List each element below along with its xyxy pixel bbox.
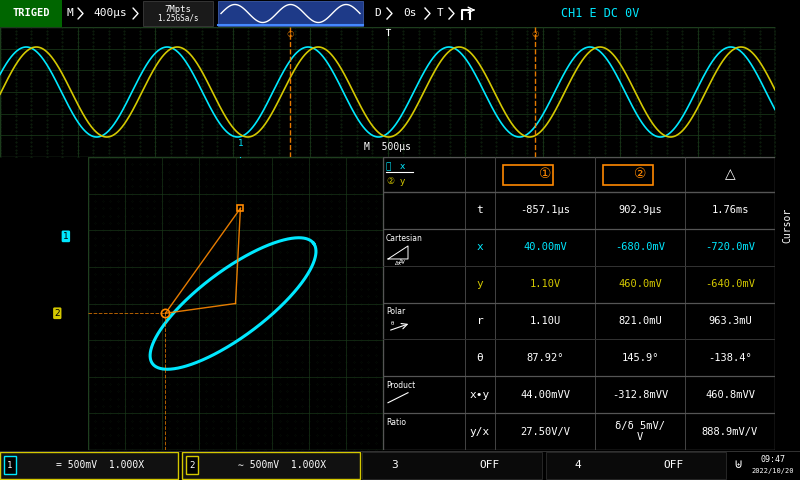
Text: 1: 1 xyxy=(63,232,69,241)
Text: θ: θ xyxy=(477,353,483,363)
Text: 1.10V: 1.10V xyxy=(530,279,561,289)
Text: -720.0mV: -720.0mV xyxy=(705,242,755,252)
Bar xyxy=(182,452,360,479)
Text: CH1 E DC 0V: CH1 E DC 0V xyxy=(561,7,639,20)
Text: x: x xyxy=(400,162,406,171)
Text: Δy: Δy xyxy=(399,259,406,264)
Text: 27.50V/V: 27.50V/V xyxy=(520,427,570,437)
Text: -680.0mV: -680.0mV xyxy=(615,242,665,252)
Text: △: △ xyxy=(725,168,735,181)
Text: r: r xyxy=(477,316,483,326)
Bar xyxy=(0,452,178,479)
Text: 2: 2 xyxy=(190,460,194,469)
Text: Polar: Polar xyxy=(386,307,406,316)
Text: 1.25GSa/s: 1.25GSa/s xyxy=(157,13,199,23)
Text: OFF: OFF xyxy=(480,460,500,470)
Text: 460.8mVV: 460.8mVV xyxy=(705,390,755,400)
Text: 145.9°: 145.9° xyxy=(622,353,658,363)
Text: ∼ 500mV  1.000X: ∼ 500mV 1.000X xyxy=(238,460,326,470)
Text: Ratio: Ratio xyxy=(386,418,406,427)
Text: 0s: 0s xyxy=(403,9,417,19)
Text: ②: ② xyxy=(531,30,538,39)
Text: 09:47: 09:47 xyxy=(761,455,786,464)
Text: = 500mV  1.000X: = 500mV 1.000X xyxy=(56,460,144,470)
Text: 821.0mU: 821.0mU xyxy=(618,316,662,326)
Text: ⊎: ⊎ xyxy=(734,458,742,471)
Bar xyxy=(546,452,726,479)
Text: -138.4°: -138.4° xyxy=(708,353,752,363)
Text: OFF: OFF xyxy=(663,460,683,470)
Bar xyxy=(143,1,213,26)
Text: Δx: Δx xyxy=(394,261,402,266)
Text: 40.00mV: 40.00mV xyxy=(523,242,567,252)
Text: D: D xyxy=(374,9,382,19)
Text: ①: ① xyxy=(538,168,551,181)
Text: TRIGED: TRIGED xyxy=(12,9,50,19)
Text: x: x xyxy=(477,242,483,252)
Bar xyxy=(503,165,553,184)
Text: 1.76ms: 1.76ms xyxy=(711,205,749,216)
Text: -640.0mV: -640.0mV xyxy=(705,279,755,289)
Text: δ/δ 5mV/
V: δ/δ 5mV/ V xyxy=(615,421,665,443)
Text: 888.9mV/V: 888.9mV/V xyxy=(702,427,758,437)
Text: ①: ① xyxy=(386,162,391,171)
Text: ②: ② xyxy=(634,168,646,181)
Text: 1: 1 xyxy=(7,460,13,469)
Text: 963.3mU: 963.3mU xyxy=(708,316,752,326)
Text: Cursor: Cursor xyxy=(782,207,793,242)
Text: 44.00mVV: 44.00mVV xyxy=(520,390,570,400)
Text: 2022/10/20: 2022/10/20 xyxy=(752,468,794,474)
Text: 1: 1 xyxy=(238,140,243,148)
Text: x•y: x•y xyxy=(470,390,490,400)
Text: y: y xyxy=(400,177,406,186)
Text: T: T xyxy=(386,29,390,38)
Text: t: t xyxy=(477,205,483,216)
Text: θ: θ xyxy=(391,321,394,326)
Text: 460.0mV: 460.0mV xyxy=(618,279,662,289)
Text: T: T xyxy=(437,9,443,19)
Text: -857.1μs: -857.1μs xyxy=(520,205,570,216)
Text: 87.92°: 87.92° xyxy=(526,353,564,363)
Text: 2: 2 xyxy=(54,309,60,318)
Text: 7Mpts: 7Mpts xyxy=(165,4,191,13)
Bar xyxy=(218,1,363,26)
Text: ②: ② xyxy=(386,177,394,186)
Bar xyxy=(0,0,62,27)
Text: y/x: y/x xyxy=(470,427,490,437)
Text: -312.8mVV: -312.8mVV xyxy=(612,390,668,400)
Bar xyxy=(4,456,16,474)
Text: M  500μs: M 500μs xyxy=(365,142,411,152)
Text: 902.9μs: 902.9μs xyxy=(618,205,662,216)
Bar xyxy=(362,452,542,479)
Text: 400μs: 400μs xyxy=(93,9,127,19)
Bar xyxy=(186,456,198,474)
Text: Product: Product xyxy=(386,381,415,390)
Text: 1.10U: 1.10U xyxy=(530,316,561,326)
Text: 4: 4 xyxy=(574,460,582,470)
Text: 3: 3 xyxy=(392,460,398,470)
Bar xyxy=(603,165,653,184)
Text: y: y xyxy=(477,279,483,289)
Text: M: M xyxy=(66,9,74,19)
Text: ①: ① xyxy=(286,30,294,39)
Text: Cartesian: Cartesian xyxy=(386,234,423,242)
